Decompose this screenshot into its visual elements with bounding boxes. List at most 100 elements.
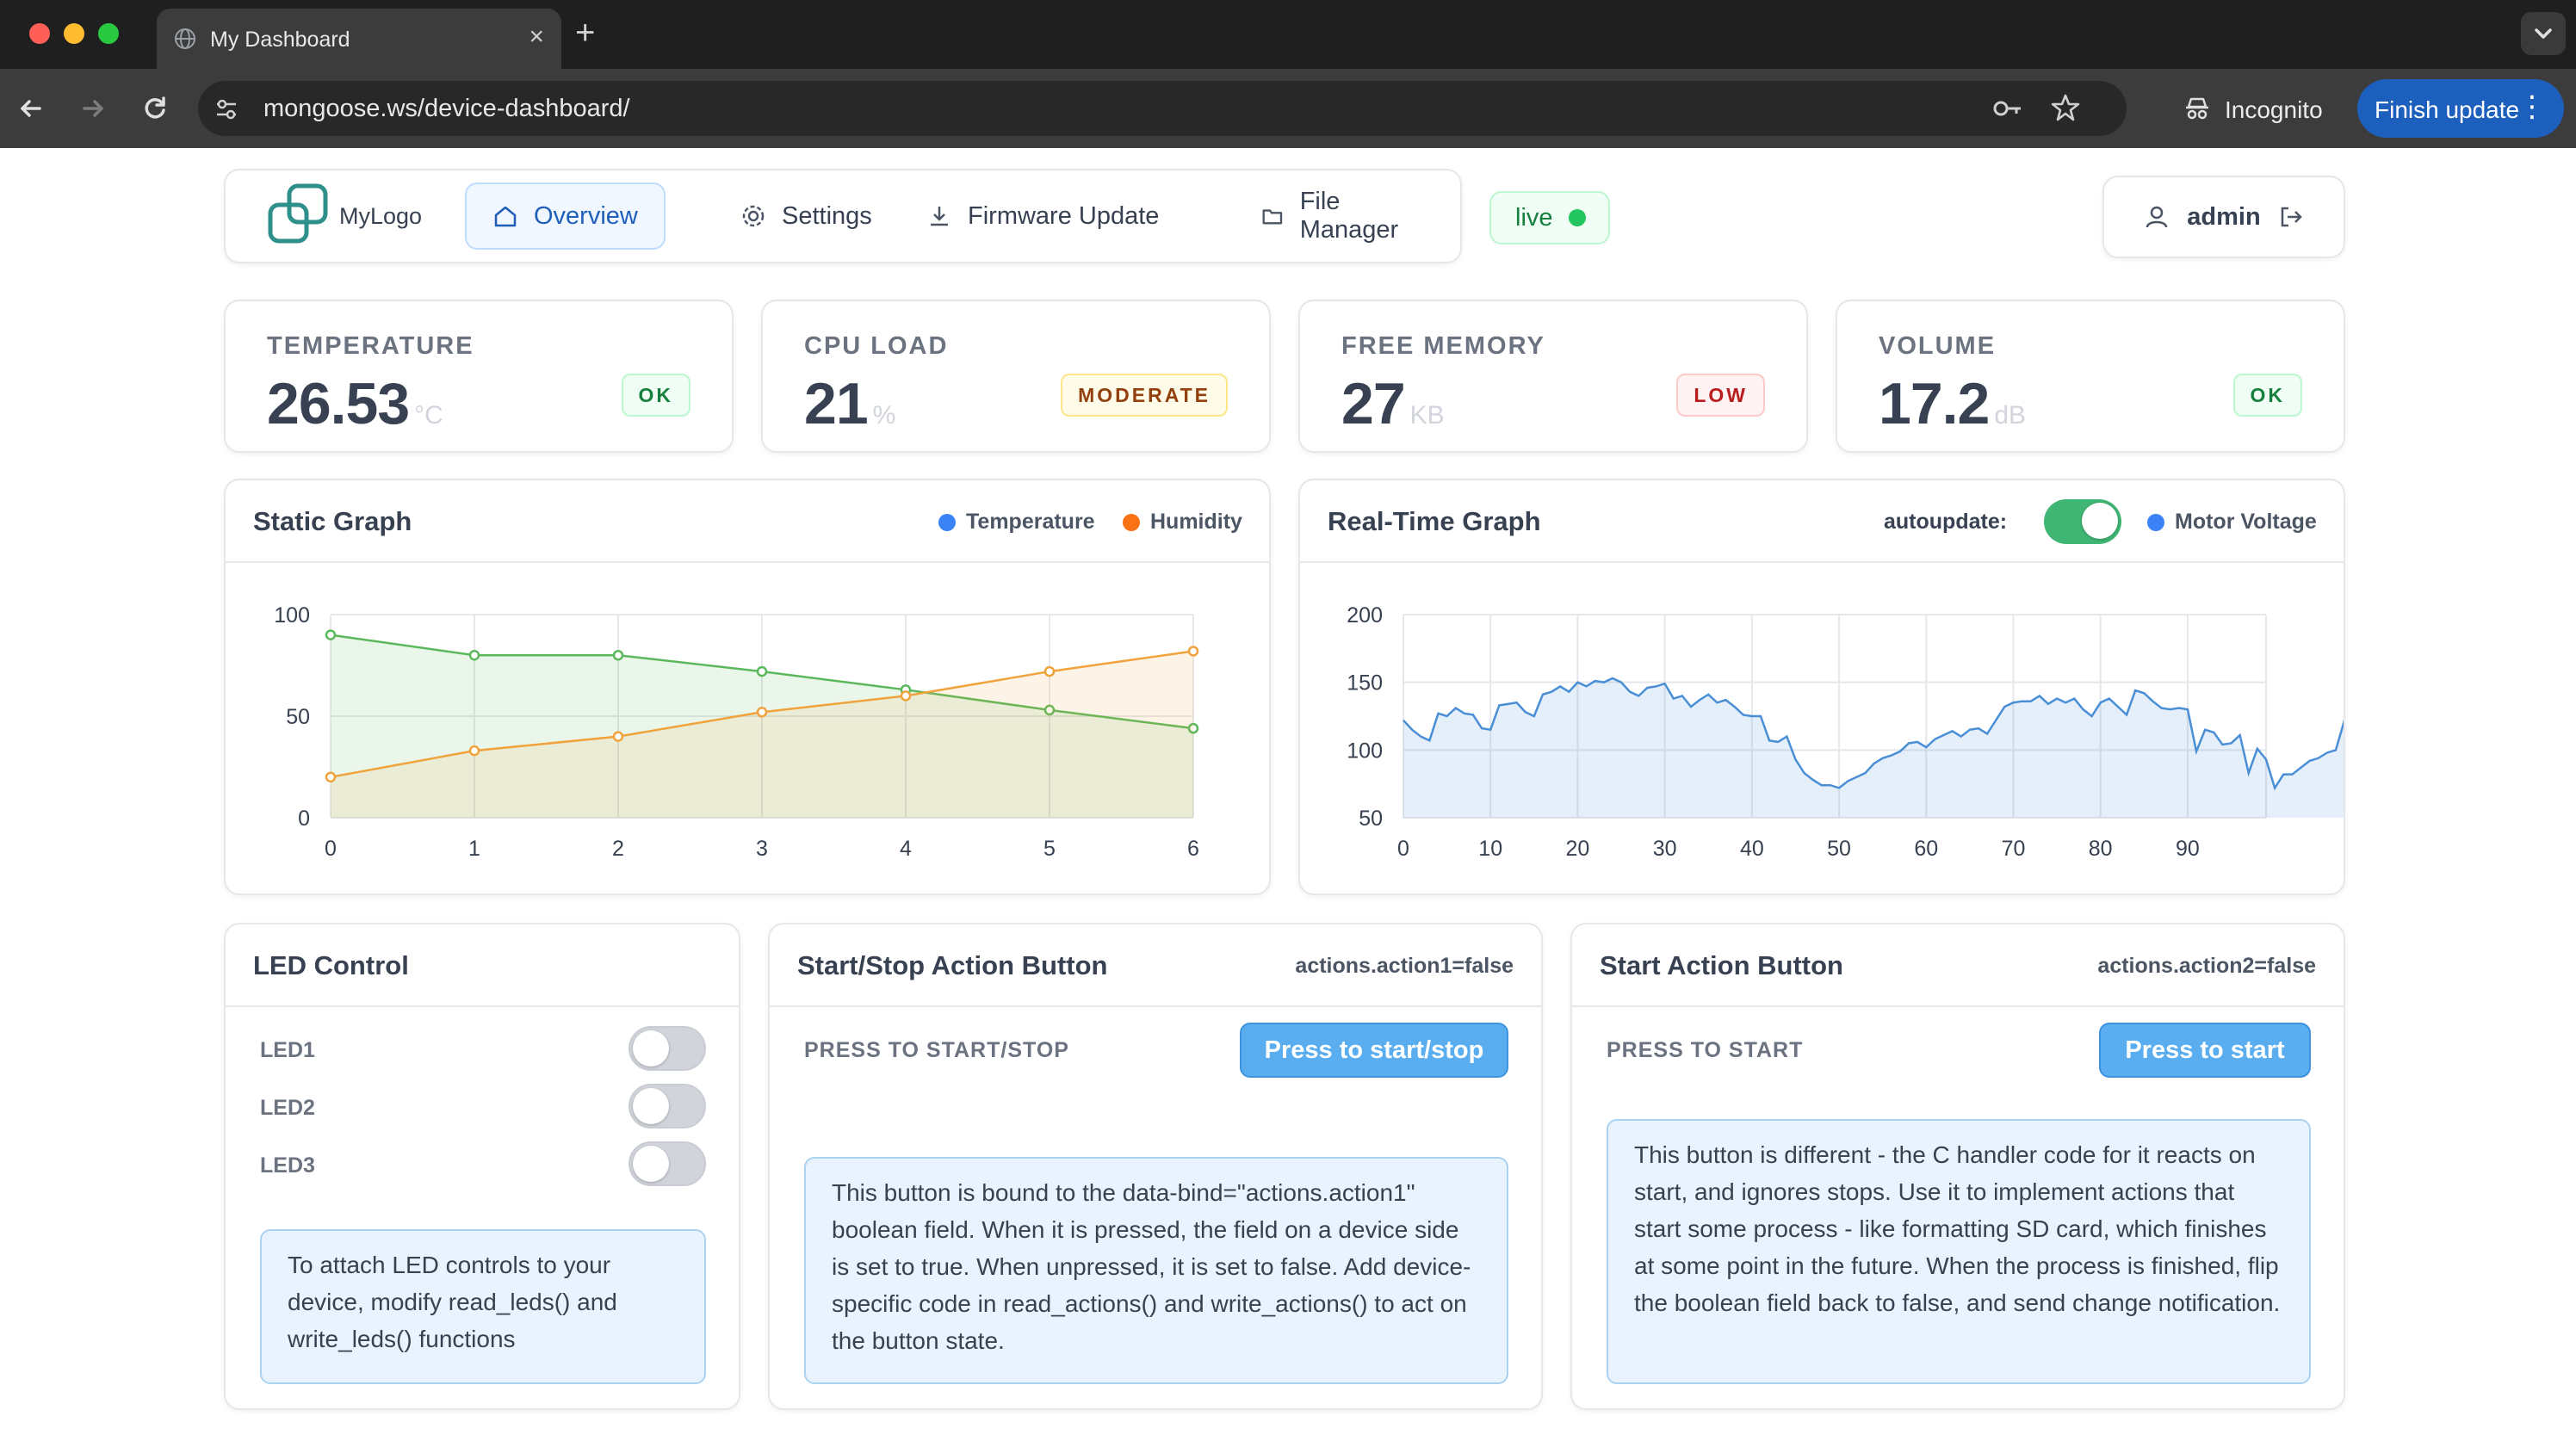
address-bar[interactable]: mongoose.ws/device-dashboard/ — [198, 81, 2127, 136]
legend-motor-voltage: Motor Voltage — [2147, 510, 2317, 535]
close-window-button[interactable] — [29, 23, 50, 44]
y-tick-label: 100 — [274, 603, 310, 628]
led1-label: LED1 — [260, 1038, 315, 1062]
bookmark-star-icon[interactable] — [2051, 93, 2080, 122]
x-tick-label: 20 — [1566, 837, 1590, 861]
x-tick-label: 5 — [1043, 837, 1056, 861]
legend-dot-icon — [938, 513, 956, 531]
user-icon — [2146, 206, 2168, 228]
data-point — [612, 649, 624, 661]
start-stop-button[interactable]: Press to start/stop — [1240, 1023, 1508, 1078]
zoom-window-button[interactable] — [98, 23, 119, 44]
nav-overview[interactable]: Overview — [465, 182, 666, 250]
tab-title: My Dashboard — [210, 28, 350, 52]
legend-label: Humidity — [1150, 510, 1242, 534]
tab-search-button[interactable] — [2521, 12, 2566, 55]
nav-firmware-label: Firmware Update — [968, 201, 1160, 230]
autoupdate-toggle[interactable] — [2044, 499, 2121, 544]
more-menu-icon[interactable]: ⋮ — [2517, 90, 2547, 123]
live-status-badge: live — [1489, 191, 1610, 244]
data-point — [900, 690, 912, 702]
status-badge: OK — [2232, 374, 2302, 417]
y-tick-label: 0 — [298, 807, 310, 831]
stat-label: TEMPERATURE — [267, 332, 474, 360]
series-area — [1403, 677, 2344, 818]
stat-number: 21 — [804, 371, 869, 436]
data-point — [468, 649, 480, 661]
data-point — [756, 665, 768, 677]
x-tick-label: 0 — [325, 837, 337, 861]
tab-close-icon[interactable]: × — [529, 22, 544, 51]
stat-card-temperature: TEMPERATURE 26.53 °C OK — [224, 300, 734, 453]
static-graph-card: Static Graph Temperature Humidity 0 50 100… — [224, 479, 1271, 895]
data-point — [325, 629, 337, 640]
x-tick-label: 4 — [900, 837, 912, 861]
logout-icon[interactable] — [2278, 204, 2304, 230]
back-arrow-icon[interactable] — [15, 93, 46, 124]
stat-unit: °C — [414, 401, 443, 430]
incognito-label: Incognito — [2225, 96, 2323, 123]
x-tick-label: 50 — [1827, 837, 1851, 861]
led3-toggle[interactable] — [629, 1141, 706, 1186]
action2-info-box: This button is different - the C handler… — [1607, 1119, 2311, 1384]
incognito-icon — [2186, 97, 2208, 120]
forward-arrow-icon[interactable] — [77, 93, 108, 124]
stat-unit: % — [872, 401, 896, 430]
new-tab-button[interactable]: + — [575, 14, 596, 52]
password-key-icon[interactable] — [1992, 95, 2023, 122]
user-menu[interactable]: admin — [2102, 176, 2345, 258]
status-badge: LOW — [1676, 374, 1765, 417]
led2-label: LED2 — [260, 1096, 315, 1120]
data-point — [325, 771, 337, 783]
legend-temperature: Temperature — [938, 510, 1095, 535]
nav-settings-label: Settings — [782, 201, 872, 230]
static-graph-chart: 0 50 100 0 1 2 3 4 5 6 — [274, 603, 1199, 861]
series-area — [331, 634, 1193, 818]
stat-card-free-memory: FREE MEMORY 27 KB LOW — [1298, 300, 1808, 453]
x-tick-label: 0 — [1397, 837, 1409, 861]
status-badge: MODERATE — [1061, 374, 1228, 417]
browser-toolbar: mongoose.ws/device-dashboard/ Incognito … — [0, 69, 2576, 148]
x-tick-label: 80 — [2089, 837, 2113, 861]
start-button[interactable]: Press to start — [2099, 1023, 2311, 1078]
x-tick-label: 1 — [468, 837, 480, 861]
incognito-indicator[interactable]: Incognito — [2163, 81, 2350, 136]
browser-tab[interactable]: My Dashboard × — [157, 9, 561, 69]
data-point — [1187, 646, 1199, 657]
stat-label: CPU LOAD — [804, 332, 949, 360]
finish-update-button[interactable]: Finish update ⋮ — [2357, 79, 2564, 138]
nav-file-manager[interactable]: File Manager — [1235, 182, 1460, 250]
nav-firmware-update[interactable]: Firmware Update — [901, 182, 1185, 250]
action2-status: actions.action2=false — [2097, 954, 2316, 978]
x-tick-label: 60 — [1914, 837, 1938, 861]
led2-toggle[interactable] — [629, 1084, 706, 1128]
live-label: live — [1515, 203, 1553, 232]
autoupdate-label: autoupdate: — [1884, 510, 2008, 534]
card-header: Start Action Button actions.action2=fals… — [1572, 924, 2344, 1007]
download-icon — [931, 207, 948, 226]
stat-number: 26.53 — [267, 371, 410, 436]
data-point — [756, 707, 768, 718]
reload-icon[interactable] — [139, 93, 170, 124]
url-text[interactable]: mongoose.ws/device-dashboard/ — [263, 95, 630, 122]
static-graph-title: Static Graph — [253, 506, 412, 536]
stat-card-cpu-load: CPU LOAD 21% MODERATE — [761, 300, 1271, 453]
site-settings-icon[interactable] — [214, 96, 239, 122]
action1-label: PRESS TO START/STOP — [804, 1038, 1069, 1062]
series-area — [331, 651, 1193, 818]
data-point — [612, 731, 624, 742]
live-dot-icon — [1568, 209, 1586, 226]
finish-update-label: Finish update — [2375, 96, 2520, 123]
stat-unit: dB — [1994, 401, 2027, 430]
nav-settings[interactable]: Settings — [715, 182, 898, 250]
minimize-window-button[interactable] — [64, 23, 84, 44]
led-control-title: LED Control — [253, 950, 409, 980]
stat-value: 26.53 °C — [267, 370, 443, 437]
action1-info-box: This button is bound to the data-bind="a… — [804, 1157, 1508, 1384]
stat-number: 17.2 — [1879, 371, 1990, 436]
led1-toggle[interactable] — [629, 1026, 706, 1071]
y-tick-label: 150 — [1347, 671, 1383, 696]
card-header: Real-Time Graph autoupdate: Motor Voltag… — [1300, 480, 2344, 563]
y-tick-label: 50 — [1359, 807, 1383, 831]
stat-number: 27 — [1341, 371, 1406, 436]
